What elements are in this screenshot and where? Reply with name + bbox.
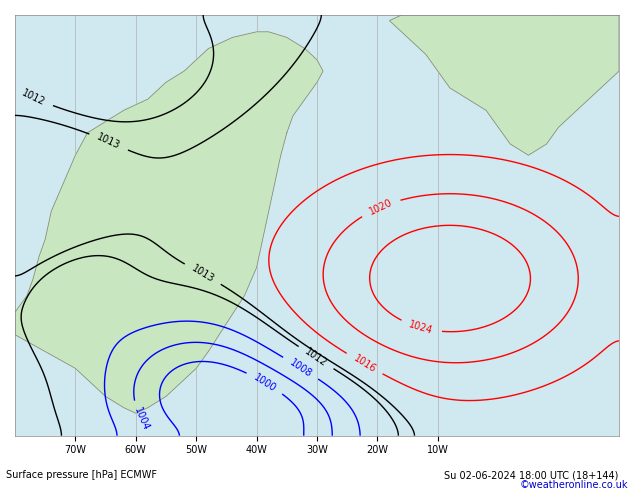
Text: 1012: 1012 xyxy=(20,88,47,107)
Text: 1013: 1013 xyxy=(96,132,122,151)
Polygon shape xyxy=(15,32,323,413)
Text: ©weatheronline.co.uk: ©weatheronline.co.uk xyxy=(519,480,628,490)
Text: 1004: 1004 xyxy=(132,406,151,432)
Text: 1008: 1008 xyxy=(288,357,314,379)
Text: 1013: 1013 xyxy=(190,263,216,285)
Text: Su 02-06-2024 18:00 UTC (18+144): Su 02-06-2024 18:00 UTC (18+144) xyxy=(444,470,618,480)
Polygon shape xyxy=(389,15,619,155)
Text: 1020: 1020 xyxy=(367,197,394,217)
Text: Surface pressure [hPa] ECMWF: Surface pressure [hPa] ECMWF xyxy=(6,470,157,480)
Text: 1024: 1024 xyxy=(408,319,434,336)
Text: 1012: 1012 xyxy=(303,346,329,369)
Text: 1000: 1000 xyxy=(252,372,278,393)
Text: 1016: 1016 xyxy=(351,353,377,374)
